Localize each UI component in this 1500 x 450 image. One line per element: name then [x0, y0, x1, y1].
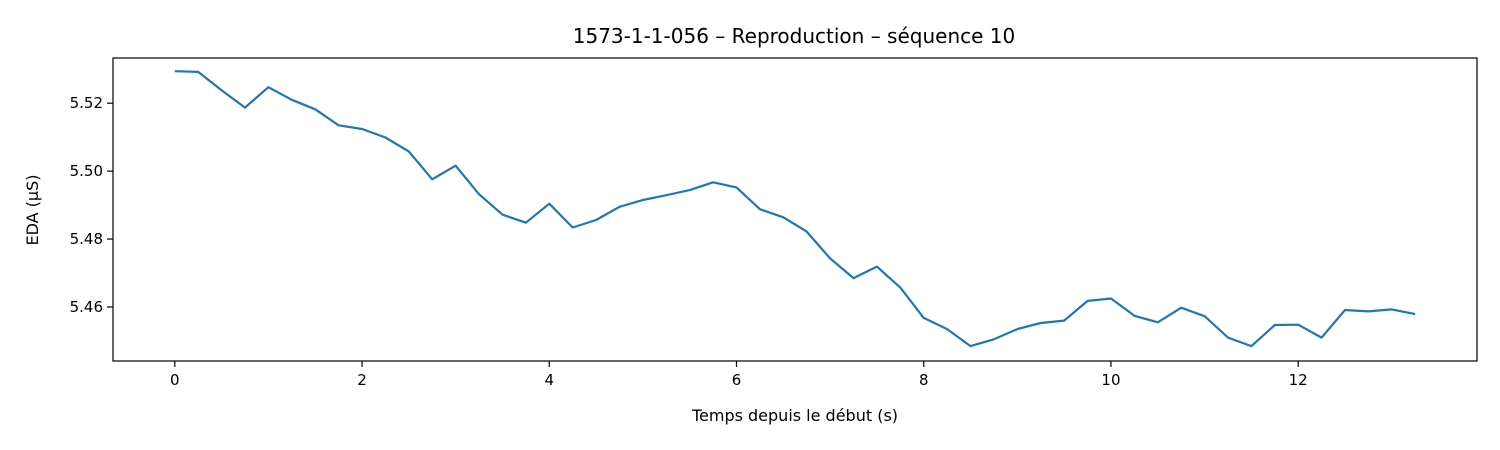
x-axis: 0 2 4 6 8 10 12: [170, 361, 1308, 389]
x-tick-label: 0: [170, 371, 180, 389]
y-tick-label: 5.48: [70, 230, 103, 248]
y-tick-label: 5.52: [70, 94, 103, 112]
y-axis-label: EDA (µS): [23, 175, 42, 246]
x-axis-label: Temps depuis le début (s): [691, 406, 898, 425]
y-tick-label: 5.50: [70, 162, 103, 180]
x-tick-label: 6: [732, 371, 742, 389]
x-tick-label: 12: [1289, 371, 1308, 389]
x-tick-label: 10: [1101, 371, 1120, 389]
chart-title: 1573-1-1-056 – Reproduction – séquence 1…: [573, 24, 1015, 48]
series-layer: [174, 70, 1416, 348]
plot-area: [112, 57, 1478, 362]
x-tick-label: 4: [544, 371, 554, 389]
eda-series-line: [174, 70, 1416, 348]
y-axis: 5.46 5.48 5.50 5.52: [70, 94, 113, 316]
x-tick-label: 2: [357, 371, 367, 389]
x-tick-label: 8: [919, 371, 929, 389]
y-tick-label: 5.46: [70, 298, 103, 316]
